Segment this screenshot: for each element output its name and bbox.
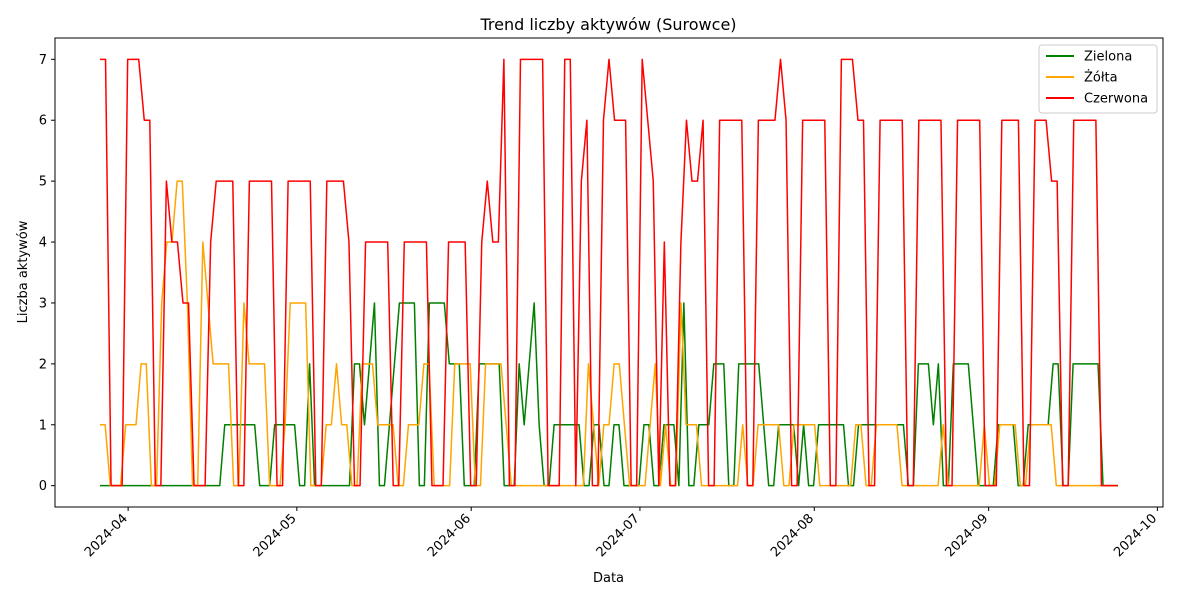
y-tick-label: 1 [39,418,47,433]
y-tick-label: 6 [39,114,47,129]
chart-title: Trend liczby aktywów (Surowce) [479,15,736,34]
y-tick-label: 2 [39,357,47,372]
legend: Zielona Żółta Czerwona [1038,44,1158,114]
y-tick-label: 4 [39,236,47,251]
legend-label: Żółta [1084,70,1118,86]
legend-label: Czerwona [1084,92,1148,107]
y-tick-label: 0 [39,479,47,494]
plot-frame [54,37,1164,508]
series-line-3 [99,58,1119,487]
y-tick-label: 3 [39,296,47,311]
legend-box [1038,44,1158,114]
legend-label: Zielona [1084,50,1132,65]
y-axis-label: Liczba aktywów [16,220,31,323]
x-axis-label: Data [593,571,624,586]
y-axis-ticks: 0 1 2 3 4 5 6 7 [39,53,55,494]
y-tick-label: 7 [39,53,47,68]
series-layer [99,58,1119,487]
y-tick-label: 5 [39,175,47,190]
